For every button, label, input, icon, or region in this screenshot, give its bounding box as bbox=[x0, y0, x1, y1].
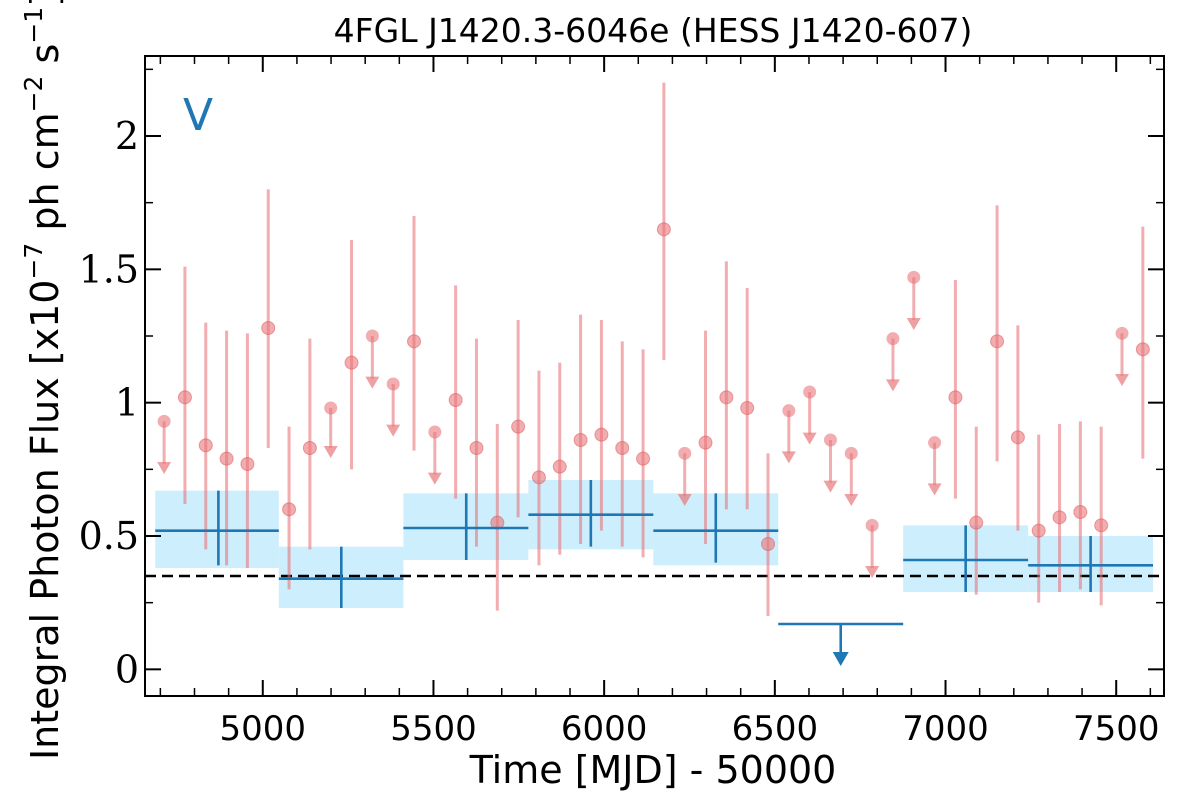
short-bin-upper-limit-arrow bbox=[781, 451, 796, 464]
short-bin-point bbox=[1010, 430, 1025, 445]
short-bin-upper-limit-arrow bbox=[323, 446, 338, 458]
y-tick-label: 2 bbox=[115, 114, 139, 158]
short-bin-point bbox=[573, 433, 588, 447]
x-tick-label: 5500 bbox=[390, 709, 477, 749]
y-tick-label: 0.5 bbox=[79, 514, 139, 558]
short-bin-point bbox=[469, 441, 484, 455]
y-tick-label: 1.5 bbox=[79, 247, 139, 291]
short-bin-upper-limit-point bbox=[844, 446, 858, 460]
short-bin-point bbox=[344, 355, 359, 370]
short-bin-upper-limit-arrow bbox=[823, 480, 838, 493]
x-tick-labels: 5000 5500 6000 6500 7000 7500 bbox=[220, 709, 1160, 749]
short-bin-point bbox=[1135, 342, 1150, 357]
short-bin-upper-limit-arrow bbox=[365, 376, 380, 389]
panel-label: V bbox=[183, 90, 213, 141]
short-bin-point bbox=[719, 390, 734, 405]
y-axis-label-mid2: s bbox=[23, 44, 67, 76]
short-bin-point bbox=[636, 451, 651, 466]
short-bin-upper-limit-point bbox=[386, 377, 400, 391]
short-bin-upper-limit-point bbox=[907, 270, 921, 284]
short-bin-upper-limit-point bbox=[865, 518, 879, 532]
short-bin-upper-limit-arrow bbox=[865, 566, 880, 578]
short-bin-upper-limit-point bbox=[823, 433, 837, 447]
short-bin-upper-limit-arrow bbox=[885, 379, 900, 392]
long-bin-band bbox=[155, 490, 279, 568]
y-axis-label-exp2: −2 bbox=[19, 76, 48, 113]
short-bin-upper-limit-point bbox=[928, 436, 942, 450]
y-axis-label-end: ] bbox=[23, 0, 67, 7]
short-bin-point bbox=[761, 537, 776, 551]
short-bin-upper-limit-arrow bbox=[386, 424, 401, 437]
short-bin-point bbox=[302, 441, 317, 455]
short-bin-upper-limit-arrow bbox=[157, 462, 172, 474]
short-bin-point bbox=[219, 451, 234, 466]
short-bin-point bbox=[552, 459, 567, 474]
short-bin-point bbox=[740, 401, 755, 415]
short-bin-point bbox=[198, 438, 213, 453]
short-bin-upper-limit-arrow bbox=[927, 483, 942, 496]
short-bin-point bbox=[177, 390, 192, 405]
short-bin-point bbox=[656, 222, 671, 237]
short-bin-upper-limit-point bbox=[803, 385, 817, 399]
short-bin-point bbox=[615, 441, 630, 455]
long-bin-upper-limit-arrow bbox=[832, 652, 849, 666]
short-bin-upper-limit-point bbox=[1115, 326, 1129, 340]
short-bin-upper-limit-arrow bbox=[677, 494, 692, 506]
axis-ticks bbox=[145, 56, 1164, 696]
short-bin-point bbox=[969, 515, 984, 530]
short-bin-point bbox=[282, 502, 297, 517]
short-bin-point bbox=[948, 390, 963, 405]
x-tick-label: 7500 bbox=[1073, 709, 1160, 749]
x-tick-label: 7000 bbox=[902, 709, 989, 749]
short-bin-point bbox=[1052, 510, 1067, 525]
y-tick-label: 1 bbox=[115, 381, 139, 425]
x-tick-label: 6500 bbox=[732, 709, 819, 749]
short-bin-upper-limit-point bbox=[428, 425, 442, 439]
short-bin-upper-limit-point bbox=[782, 404, 796, 418]
y-tick-labels: 0 0.5 1 1.5 2 bbox=[79, 114, 139, 691]
short-bin-point bbox=[261, 321, 276, 335]
short-bin-upper-limit-point bbox=[678, 446, 692, 460]
long-bin-band-group bbox=[155, 480, 1154, 608]
short-bin-point bbox=[1094, 518, 1109, 533]
short-bin-point bbox=[511, 419, 526, 434]
y-axis-label-exp1: −7 bbox=[19, 243, 48, 280]
short-bin-upper-limit-point bbox=[324, 401, 338, 415]
short-bin-point-group bbox=[157, 82, 1150, 616]
short-bin-upper-limit-arrow bbox=[844, 494, 859, 506]
short-bin-upper-limit-arrow bbox=[802, 432, 817, 445]
x-tick-label: 5000 bbox=[220, 709, 307, 749]
short-bin-point bbox=[990, 334, 1005, 349]
y-axis-label-exp3: −1 bbox=[19, 7, 48, 44]
short-bin-upper-limit-point bbox=[886, 332, 900, 346]
short-bin-point bbox=[531, 470, 546, 485]
y-tick-label: 0 bbox=[115, 647, 139, 691]
plot-frame bbox=[144, 55, 1165, 697]
short-bin-upper-limit-arrow bbox=[427, 472, 442, 485]
short-bin-point bbox=[1073, 505, 1088, 519]
long-bin-point-group bbox=[155, 480, 1154, 666]
x-axis-label: Time [MJD] - 50000 bbox=[469, 748, 837, 792]
short-bin-upper-limit-point bbox=[157, 414, 171, 428]
short-bin-point bbox=[448, 393, 463, 407]
chart-title: 4FGL J1420.3-6046e (HESS J1420-607) bbox=[334, 11, 973, 50]
y-axis-label-main: Integral Photon Flux [x10 bbox=[23, 280, 67, 761]
short-bin-point bbox=[1031, 523, 1046, 538]
short-bin-point bbox=[240, 457, 255, 471]
x-tick-label: 6000 bbox=[561, 709, 648, 749]
short-bin-upper-limit-arrow bbox=[906, 318, 921, 330]
short-bin-point bbox=[594, 427, 609, 442]
short-bin-point bbox=[407, 334, 422, 349]
short-bin-point bbox=[698, 435, 713, 450]
short-bin-upper-limit-arrow bbox=[1115, 374, 1130, 386]
y-axis-label: Integral Photon Flux [x10−7 ph cm−2 s−1] bbox=[19, 0, 67, 760]
y-axis-label-mid: ph cm bbox=[23, 112, 67, 242]
short-bin-upper-limit-point bbox=[365, 329, 379, 343]
